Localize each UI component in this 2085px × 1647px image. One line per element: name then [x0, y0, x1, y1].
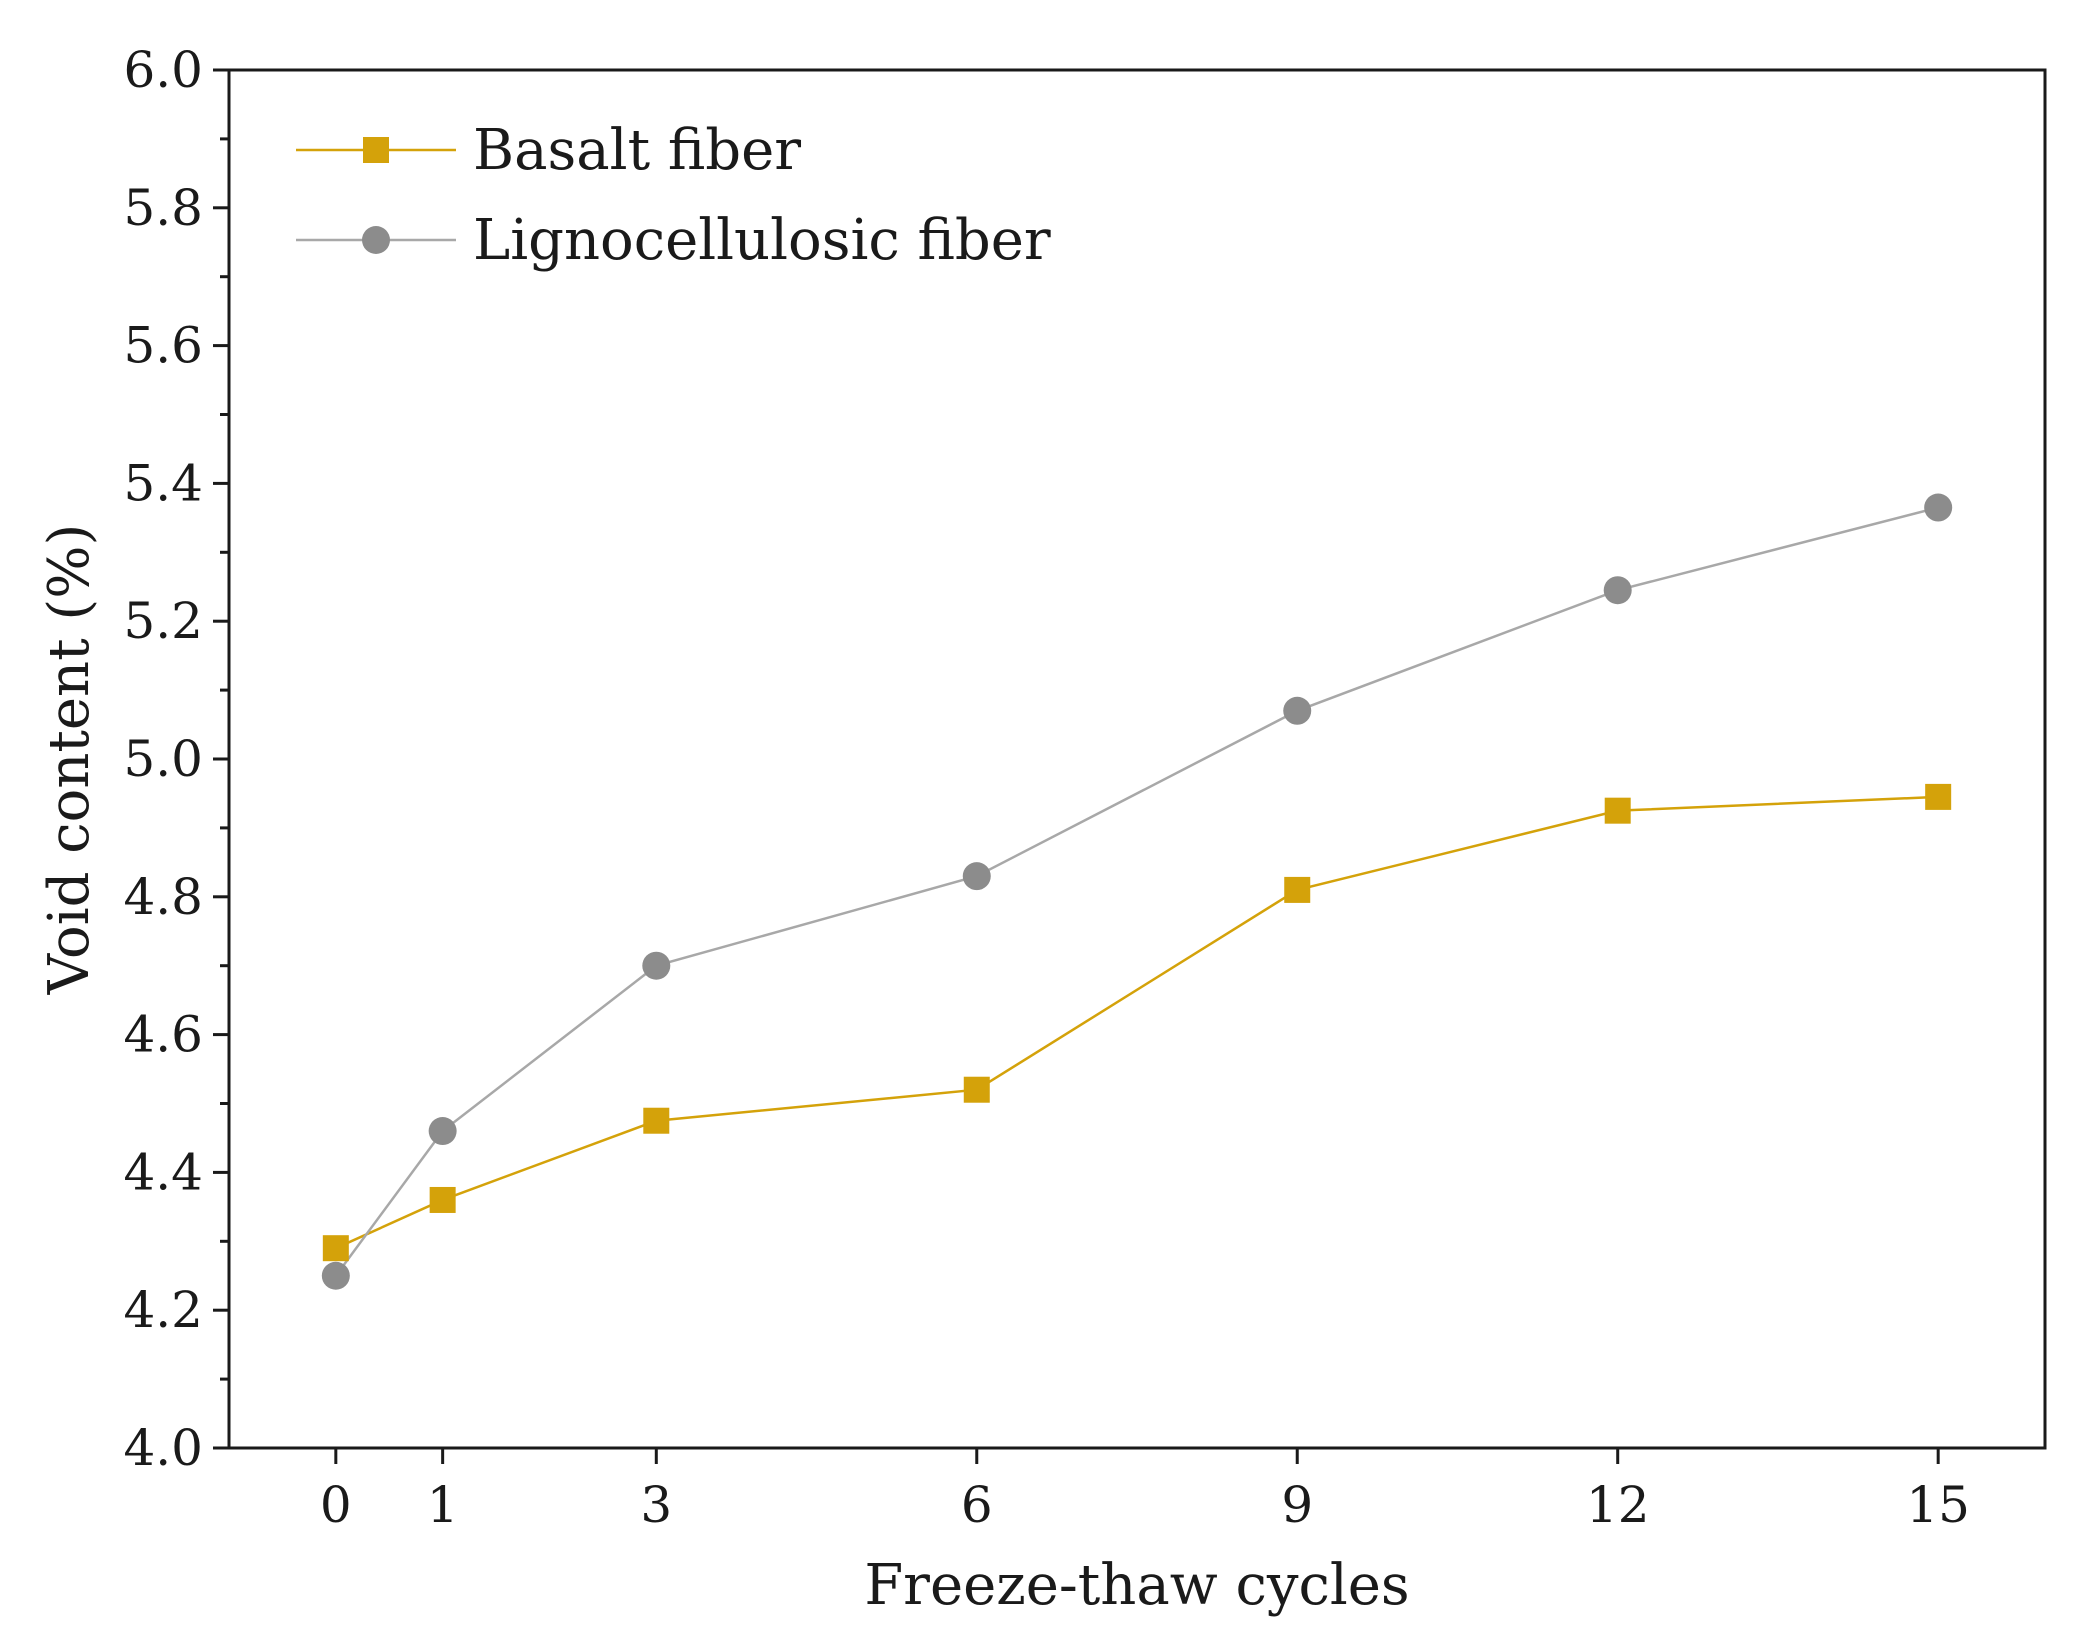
y-tick-label: 4.8 — [123, 868, 203, 926]
data-point-lignocellulosic — [642, 951, 671, 980]
series-line-lignocellulosic — [334, 506, 1939, 1277]
legend-label: Basalt fiber — [473, 118, 801, 183]
y-tick-label: 5.2 — [123, 592, 203, 650]
plot-frame — [227, 68, 2047, 1450]
data-point-basalt — [963, 1076, 990, 1103]
y-tick-label: 5.4 — [123, 454, 203, 512]
data-point-lignocellulosic — [428, 1117, 457, 1146]
data-point-basalt — [1925, 783, 1952, 810]
legend-marker — [363, 137, 389, 163]
x-tick-label: 9 — [1281, 1476, 1313, 1534]
y-tick-label: 4.0 — [123, 1419, 203, 1477]
series-line-basalt — [335, 795, 1939, 1250]
y-tick-label: 5.0 — [123, 730, 203, 788]
data-point-lignocellulosic — [1603, 576, 1632, 605]
series-markers — [321, 493, 1953, 1290]
x-tick-label: 15 — [1906, 1476, 1970, 1534]
data-point-basalt — [1604, 797, 1631, 824]
data-point-basalt — [429, 1186, 456, 1213]
x-tick-label: 0 — [320, 1476, 352, 1534]
y-tick-label: 4.4 — [123, 1143, 203, 1201]
x-tick-label: 1 — [427, 1476, 459, 1534]
data-point-lignocellulosic — [962, 862, 991, 891]
x-tick-label: 12 — [1586, 1476, 1650, 1534]
data-point-lignocellulosic — [1283, 696, 1312, 725]
y-axis-title: Void content (%) — [37, 524, 102, 996]
data-point-basalt — [643, 1107, 670, 1134]
axes: 4.0 4.2 4.4 4.6 4.8 5.0 5.2 5.4 5.6 5.8 6.0 0 1 3 6 9 12… — [123, 41, 2047, 1534]
y-tick-label: 6.0 — [123, 41, 203, 99]
data-point-basalt — [322, 1235, 349, 1262]
y-tick-label: 4.6 — [123, 1006, 203, 1064]
x-tick-label: 3 — [640, 1476, 672, 1534]
y-tick-label: 5.8 — [123, 179, 203, 237]
y-tick-label: 4.2 — [123, 1281, 203, 1339]
data-point-basalt — [1284, 876, 1311, 903]
legend: Basalt fiber Lignocellulosic fiber — [296, 118, 1051, 273]
legend-marker — [362, 226, 390, 254]
y-tick-label: 5.6 — [123, 317, 203, 375]
legend-label: Lignocellulosic fiber — [473, 208, 1051, 273]
x-tick-label: 6 — [961, 1476, 993, 1534]
x-axis-title: Freeze-thaw cycles — [864, 1553, 1409, 1618]
series-lines — [334, 506, 1939, 1277]
data-point-lignocellulosic — [321, 1261, 350, 1290]
data-point-lignocellulosic — [1924, 493, 1953, 522]
